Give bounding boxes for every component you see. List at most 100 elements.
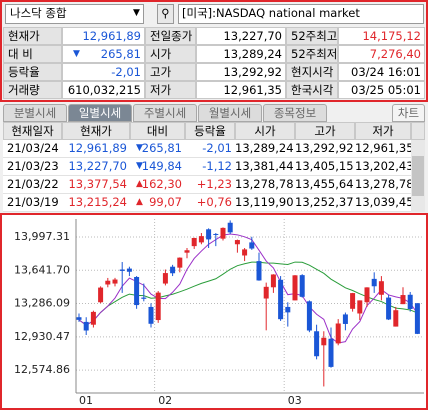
table-cell: 13,289,24 — [235, 140, 295, 158]
y-tick-label: 12,574.86 — [14, 363, 70, 376]
candle-body — [371, 278, 377, 287]
candle-body — [83, 321, 89, 331]
candle-body — [155, 292, 161, 321]
x-tick-label: 01 — [79, 394, 93, 407]
table-cell: -1,12 — [185, 158, 235, 176]
table-cell: 13,119,90 — [235, 194, 295, 212]
candle-body — [314, 331, 320, 357]
x-tick-label: 02 — [158, 394, 172, 407]
quote-value: 13,289,24 — [196, 45, 286, 63]
candle-body — [256, 261, 262, 281]
quote-label: 52주최저 — [286, 45, 338, 63]
candle-body — [321, 337, 327, 346]
tab[interactable]: 월별시세 — [198, 104, 262, 122]
market-field: [미국]:NASDAQ national market — [178, 4, 424, 24]
candle-body — [407, 294, 413, 309]
quote-label: 현지시각 — [286, 63, 338, 81]
table-cell: 99,07 — [130, 194, 185, 212]
candle-body — [357, 300, 363, 314]
quote-label: 현재가 — [3, 27, 62, 45]
column-header: 등락율 — [185, 122, 235, 140]
candle-body — [198, 236, 204, 243]
candle-body — [162, 273, 168, 284]
search-button[interactable]: ⚲ — [157, 4, 174, 24]
candle-body — [119, 269, 125, 271]
tab[interactable]: 주별시세 — [133, 104, 197, 122]
candle-body — [170, 266, 176, 274]
candle-body — [386, 297, 392, 320]
candle-body — [105, 280, 111, 285]
dropdown-arrow[interactable]: ▼ — [133, 8, 140, 18]
column-header: 대비 — [130, 122, 185, 140]
quote-label: 고가 — [145, 63, 196, 81]
change-arrow: ▲ — [136, 197, 143, 207]
table-cell: -2,01 — [185, 140, 235, 158]
table-cell: 21/03/24 — [3, 140, 62, 158]
quote-value: 14,175,12 — [338, 27, 425, 45]
candle-body — [278, 279, 284, 320]
table-cell: 13,252,37 — [295, 194, 355, 212]
column-header: 고가 — [295, 122, 355, 140]
candle-body — [249, 242, 255, 249]
candle-body — [285, 306, 291, 313]
quote-value: 12,961,89 — [62, 27, 145, 45]
quote-label: 한국시각 — [286, 81, 338, 99]
table-cell: 13,292,92 — [295, 140, 355, 158]
chart-panel: 13,997.31 13,641.70 13,286.09 12,930.47 12,5… — [0, 213, 428, 410]
table-cell: 21/03/19 — [3, 194, 62, 212]
quote-label: 저가 — [145, 81, 196, 99]
change-arrow: ▼ — [136, 161, 143, 171]
table-cell: 12,961,89 — [62, 140, 130, 158]
candle-body — [306, 301, 312, 331]
candle-body — [292, 275, 298, 301]
quote-value: 03/24 16:01 — [338, 63, 425, 81]
candle-body — [342, 314, 348, 324]
candle-body — [400, 295, 406, 305]
tab[interactable]: 일별시세 — [68, 104, 132, 122]
column-header: 현재일자 — [3, 122, 62, 140]
candle-body — [335, 323, 341, 344]
candle-body — [112, 279, 118, 284]
quote-value: 12,961,35 — [196, 81, 286, 99]
quote-panel — [0, 0, 428, 102]
y-tick-label: 13,641.70 — [14, 263, 70, 276]
candle-body — [76, 317, 82, 320]
tab[interactable]: 분별시세 — [3, 104, 67, 122]
chart-button[interactable]: 차트 — [392, 104, 425, 122]
change-arrow: ▼ — [136, 143, 143, 153]
quote-value: -2,01 — [62, 63, 145, 81]
change-arrow: ▲ — [136, 179, 143, 189]
candle-body — [206, 229, 212, 240]
candle-body — [98, 287, 104, 303]
quote-label: 시가 — [145, 45, 196, 63]
symbol: 나스닥 종합 — [10, 6, 67, 20]
candle-body — [263, 286, 269, 299]
candle-body — [148, 306, 154, 324]
candle-body — [270, 274, 276, 288]
table-cell: +1,23 — [185, 176, 235, 194]
candle-body — [414, 303, 420, 334]
candle-body — [328, 338, 334, 367]
candlestick-chart: 13,997.31 13,641.70 13,286.09 12,930.47 12,5… — [14, 219, 424, 407]
symbol-select[interactable]: 나스닥 종합 ▼ — [5, 4, 144, 24]
candle-body — [134, 277, 140, 306]
candle-body — [184, 250, 190, 253]
table-cell: 13,278,78 — [355, 176, 414, 194]
y-tick-label: 12,930.47 — [14, 330, 70, 343]
quote-value: 265,81 ▼ — [62, 45, 145, 63]
quote-value: 03/25 05:01 — [338, 81, 425, 99]
candle-body — [141, 297, 147, 299]
tab[interactable]: 종목정보 — [263, 104, 327, 122]
table-cell: 13,405,15 — [295, 158, 355, 176]
column-header: 저가 — [355, 122, 411, 140]
scroll-thumb — [412, 156, 424, 196]
quote-label: 전일종가 — [145, 27, 196, 45]
table-cell: 21/03/23 — [3, 158, 62, 176]
candle-body — [393, 310, 399, 327]
candle-body — [242, 249, 248, 256]
table-cell: 13,202,43 — [355, 158, 414, 176]
x-tick-label: 03 — [288, 394, 302, 407]
table-cell: 13,381,44 — [235, 158, 295, 176]
table-cell: 13,377,54 — [62, 176, 130, 194]
